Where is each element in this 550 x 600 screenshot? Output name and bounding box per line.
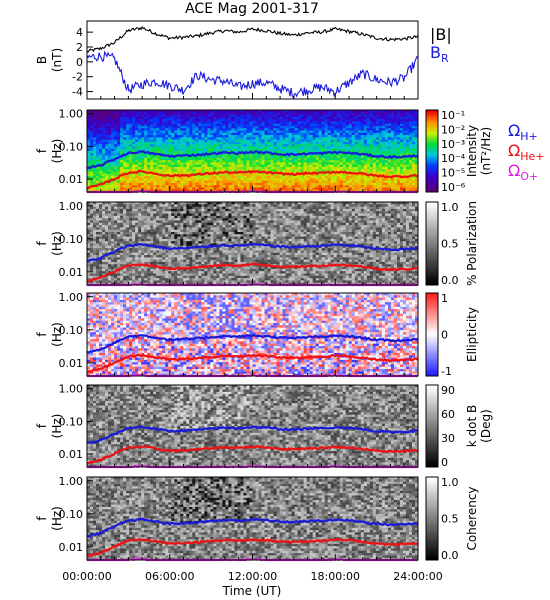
y-tick-label: 1.00	[59, 291, 84, 304]
gyro-legend-ion: H+	[520, 130, 538, 143]
x-axis-label: Time (UT)	[222, 584, 282, 598]
y-tick-label: 2	[76, 41, 83, 54]
panel-2: 1.000.100.0110⁻¹10⁻²10⁻³10⁻⁴10⁻⁵10⁻⁶Inte…	[35, 108, 493, 194]
panels-group: 420-2-4|B|BRB (nT)1.000.100.0110⁻¹10⁻²10⁻…	[35, 21, 545, 583]
y-axis-label: B	[35, 56, 49, 64]
x-tick-label: 00:00:00	[62, 570, 111, 583]
colorbar-tick-label: 10⁻²	[441, 123, 465, 136]
line-plot-bg	[87, 21, 418, 99]
figure-title: ACE Mag 2001-317	[185, 1, 319, 17]
y-axis-unit: (Hz)	[50, 414, 64, 439]
colorbar-tick-label: 1.0	[441, 201, 459, 214]
gyro-legend-symbol: Ω	[508, 121, 520, 140]
colorbar-tick-label: 30	[441, 432, 455, 445]
colorbar	[426, 293, 438, 377]
colorbar-tick-label: 90	[441, 384, 455, 397]
gyro-legend-He: ΩHe+	[508, 141, 545, 163]
colorbar-tick-label: 10⁻⁶	[441, 181, 466, 194]
x-tick-label: 18:00:00	[311, 570, 360, 583]
y-axis-unit: (Hz)	[50, 322, 64, 347]
legend-bmag: |B|	[430, 25, 452, 44]
colorbar	[426, 110, 438, 193]
y-tick-label: 1.00	[59, 108, 84, 121]
y-axis-label: f	[35, 241, 49, 246]
colorbar	[426, 477, 438, 561]
y-axis-unit: (nT)	[50, 48, 64, 72]
gyro-legend-ion: He+	[520, 150, 544, 163]
legend-br: BR	[430, 43, 449, 65]
colorbar-tick-label: 10⁻¹	[441, 109, 465, 122]
y-tick-label: 1.00	[59, 475, 84, 488]
y-tick-label: 0.01	[59, 357, 84, 370]
colorbar-tick-label: 1.0	[441, 476, 459, 489]
colorbar-quantity-label: Coherency	[465, 486, 479, 550]
x-tick-label: 06:00:00	[145, 570, 194, 583]
colorbar-quantity-label: % Polarization	[465, 201, 479, 286]
gyro-legend-symbol: Ω	[508, 161, 520, 180]
gyro-legend-ion: O+	[520, 170, 538, 183]
y-tick-label: 0.01	[59, 173, 84, 186]
colorbar-unit-label: (nT²/Hz)	[479, 127, 493, 175]
panel-1: 420-2-4|B|BRB (nT)	[35, 21, 452, 99]
gyro-legend-O: ΩO+	[508, 161, 538, 183]
colorbar-quantity-label: Intensity	[465, 125, 479, 177]
colorbar-unit-label: (Deg)	[479, 409, 493, 443]
y-axis-label: f	[35, 332, 49, 337]
x-tick-label: 12:00:00	[228, 570, 277, 583]
colorbar-tick-label: 10⁻⁴	[441, 152, 466, 165]
colorbar-tick-label: 0	[441, 329, 448, 342]
x-tick-label: 24:00:00	[393, 570, 442, 583]
y-tick-label: 0.01	[59, 541, 84, 554]
y-tick-label: 4	[76, 26, 83, 39]
y-axis-unit: (Hz)	[50, 139, 64, 164]
y-tick-label: 0	[76, 56, 83, 69]
colorbar-tick-label: 0.0	[441, 549, 459, 562]
gyro-legend-symbol: Ω	[508, 141, 520, 160]
colorbar-quantity-label: Ellipticity	[465, 307, 479, 362]
colorbar-quantity-label: k dot B	[465, 405, 479, 447]
y-axis-label: f	[35, 148, 49, 153]
gyro-legend-H: ΩH+	[508, 121, 538, 143]
y-tick-label: 0.01	[59, 266, 84, 279]
colorbar-tick-label: 1	[441, 292, 448, 305]
y-tick-label: 0.01	[59, 448, 84, 461]
colorbar-tick-label: -1	[441, 365, 452, 378]
spectrogram-cells	[87, 110, 418, 192]
colorbar-tick-label: 0.0	[441, 274, 459, 287]
y-axis-label: f	[35, 423, 49, 428]
y-axis-unit: (Hz)	[50, 231, 64, 256]
colorbar-tick-label: 10⁻³	[441, 138, 465, 151]
colorbar-tick-label: 60	[441, 408, 455, 421]
legend-br-sub: R	[441, 52, 449, 65]
y-tick-label: 1.00	[59, 200, 84, 213]
colorbar-tick-label: 0.5	[441, 238, 459, 251]
y-axis-unit: (Hz)	[50, 506, 64, 531]
colorbar-tick-label: 0.5	[441, 513, 459, 526]
legend-br-main: B	[430, 43, 441, 62]
colorbar	[426, 202, 438, 286]
y-tick-label: 1.00	[59, 383, 84, 396]
y-tick-label: -2	[72, 71, 83, 84]
y-axis-label: f	[35, 516, 49, 521]
y-tick-label: -4	[72, 86, 83, 99]
colorbar-tick-label: 0	[441, 456, 448, 469]
colorbar	[426, 385, 438, 468]
colorbar-tick-label: 10⁻⁵	[441, 167, 465, 180]
